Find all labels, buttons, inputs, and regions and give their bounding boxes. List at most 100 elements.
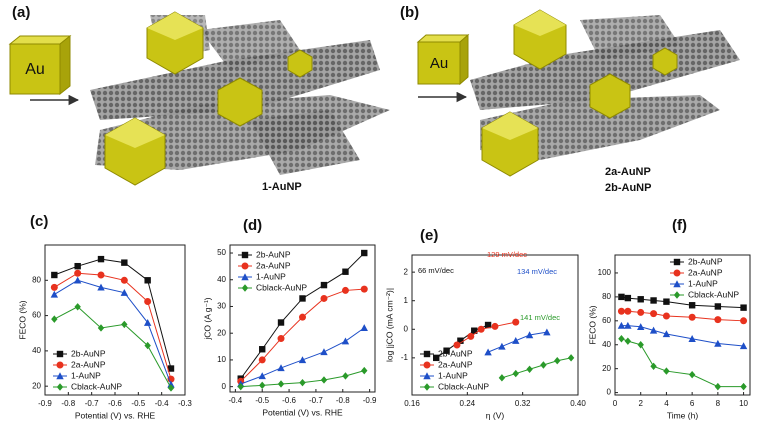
marker: [341, 286, 349, 294]
marker: [56, 361, 64, 369]
marker: [673, 291, 681, 299]
marker: [56, 350, 64, 358]
legend-label: 2b-AuNP: [438, 348, 473, 358]
marker: [714, 316, 722, 324]
marker: [688, 370, 696, 379]
marker: [97, 255, 105, 263]
plot-frame: [614, 254, 751, 396]
marker: [491, 322, 499, 330]
series-line: [54, 306, 172, 389]
legend-label: 2b-AuNP: [256, 249, 291, 259]
marker: [624, 307, 632, 315]
marker: [144, 341, 151, 350]
x-axis-label: η (V): [486, 410, 505, 420]
marker: [673, 280, 681, 288]
marker: [662, 312, 670, 320]
legend-label: 1-AuNP: [688, 278, 718, 288]
marker: [341, 337, 350, 345]
marker: [525, 331, 534, 339]
marker: [299, 295, 306, 302]
marker: [121, 320, 128, 329]
panel-label: (a): [12, 4, 30, 21]
y-tick-label: 80: [602, 292, 611, 301]
marker: [512, 318, 520, 326]
x-tick-label: -0.4: [155, 399, 169, 408]
annotation: 141 mV/dec: [520, 313, 560, 322]
illustration-a: [8, 11, 390, 186]
y-tick-label: 20: [217, 328, 226, 337]
marker: [144, 297, 152, 305]
legend-label: Cblack-AuNP: [71, 381, 122, 391]
y-tick-label: 60: [32, 311, 41, 320]
marker: [97, 283, 105, 291]
marker: [457, 337, 464, 344]
y-axis-label: log |jCO (mA cm⁻²)|: [384, 288, 394, 362]
marker: [361, 249, 368, 257]
marker: [423, 350, 431, 358]
x-axis-label: Time (h): [667, 410, 698, 420]
marker: [453, 341, 461, 349]
y-tick-label: 2: [404, 267, 409, 276]
x-tick-label: -0.4: [228, 396, 242, 405]
annotation: 129 mV/dec: [487, 250, 527, 259]
x-tick-label: -0.8: [336, 396, 350, 405]
y-tick-label: -1: [401, 353, 409, 362]
legend-label: Cblack-AuNP: [256, 282, 307, 292]
y-tick-label: 40: [602, 340, 611, 349]
marker: [320, 348, 328, 356]
marker: [241, 273, 249, 281]
x-tick-label: 6: [690, 399, 695, 408]
panel-label: (f): [672, 217, 687, 234]
marker: [688, 302, 696, 309]
y-tick-label: 30: [217, 302, 226, 311]
marker: [241, 251, 249, 259]
cube-label: Au: [430, 55, 448, 72]
marker: [637, 308, 645, 316]
marker: [637, 323, 645, 330]
y-axis-label: FECO (%): [587, 305, 597, 344]
annotation: 134 mV/dec: [517, 267, 557, 276]
legend-label: 2a-AuNP: [71, 359, 106, 369]
legend-label: Cblack-AuNP: [438, 381, 489, 391]
marker: [167, 384, 175, 392]
marker: [342, 372, 349, 380]
y-tick-label: 0: [222, 382, 227, 391]
marker: [56, 383, 64, 391]
x-tick-label: -0.6: [282, 396, 296, 405]
y-tick-label: 0: [607, 388, 612, 397]
x-tick-label: -0.5: [255, 396, 269, 405]
marker: [277, 380, 285, 388]
marker: [650, 362, 657, 370]
marker: [673, 258, 681, 266]
marker: [650, 297, 657, 304]
marker: [540, 361, 547, 369]
marker: [637, 341, 644, 349]
marker: [241, 284, 249, 292]
y-tick-label: 40: [217, 275, 226, 284]
series-line: [54, 272, 172, 380]
x-tick-label: -0.6: [108, 399, 122, 408]
marker: [320, 281, 328, 289]
y-tick-label: 20: [32, 381, 41, 390]
marker: [258, 356, 266, 364]
marker: [740, 304, 747, 311]
marker: [443, 347, 450, 354]
marker: [299, 313, 306, 321]
marker: [714, 382, 722, 391]
marker: [662, 330, 671, 338]
marker: [554, 357, 561, 365]
marker: [624, 321, 632, 329]
plot-frame: [229, 244, 376, 393]
x-axis-label: Potential (V) vs. RHE: [262, 407, 343, 417]
x-axis-label: Potential (V) vs. RHE: [75, 410, 156, 420]
marker: [167, 380, 175, 388]
marker: [360, 285, 368, 293]
marker: [143, 318, 152, 326]
series-line: [54, 258, 172, 369]
marker: [50, 283, 58, 291]
marker: [423, 361, 431, 369]
marker: [51, 271, 58, 279]
panel-label: (e): [420, 227, 438, 244]
x-tick-label: 0: [613, 399, 618, 408]
marker: [320, 376, 328, 384]
